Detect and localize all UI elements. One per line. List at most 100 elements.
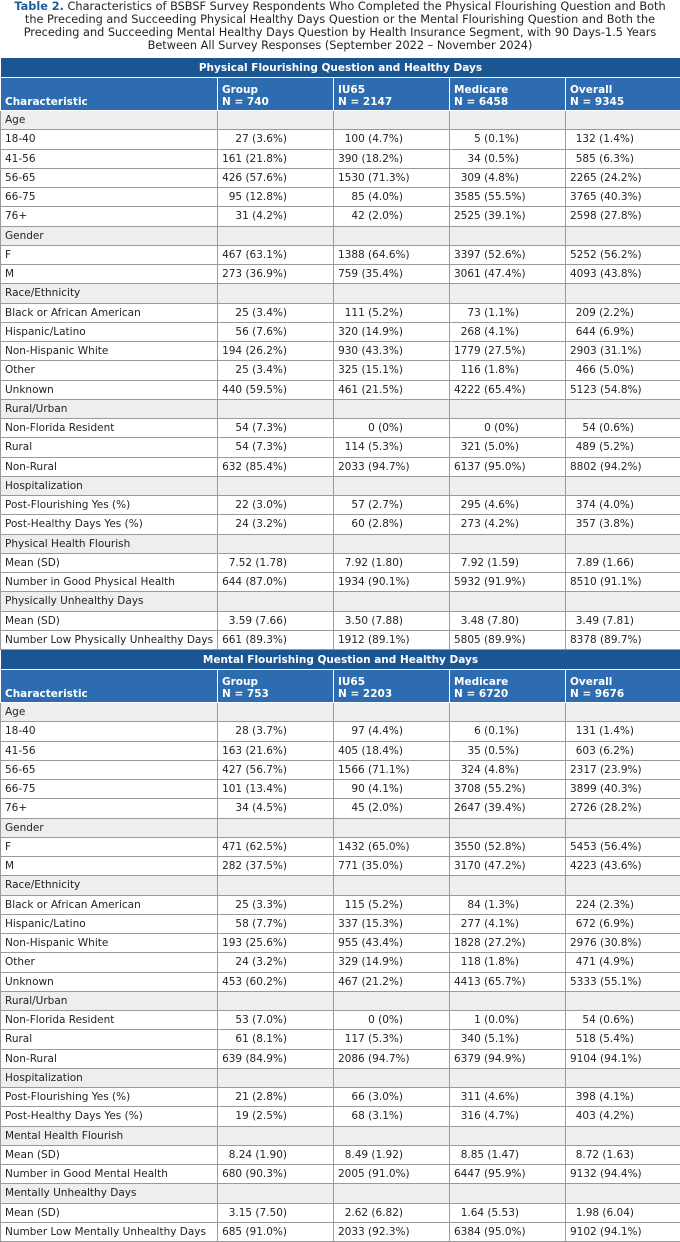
value-cell: 273 (4.2%): [449, 514, 566, 535]
data-row: 41-56 163 (21.6%) 405 (18.4%) 35 (0.5%) 603 …: [0, 740, 680, 761]
value-cell: 7.92 (1.59): [449, 552, 566, 574]
value-cell: 58 (7.7%): [217, 913, 334, 935]
row-label: Black or African American: [0, 894, 218, 915]
row-label: 41-56: [0, 740, 218, 761]
value-cell: 467 (21.2%): [333, 971, 450, 992]
row-label: F: [0, 836, 218, 858]
row-label: Non-Florida Resident: [0, 417, 218, 439]
value-cell: 7.92 (1.80): [333, 552, 450, 574]
group-label: Mental Health Flourish: [0, 1125, 218, 1146]
data-row: M 273 (36.9%) 759 (35.4%) 3061 (47.4%) 4093 …: [0, 263, 680, 285]
value-cell: 1530 (71.3%): [333, 167, 450, 189]
empty-cell: [565, 225, 680, 246]
value-cell: 2525 (39.1%): [449, 206, 566, 227]
value-cell: 194 (26.2%): [217, 340, 334, 362]
row-label: Other: [0, 360, 218, 381]
value-cell: 489 (5.2%): [565, 437, 680, 458]
empty-cell: [449, 875, 566, 896]
group-label: Age: [0, 109, 218, 131]
empty-cell: [333, 475, 450, 497]
value-cell: 115 (5.2%): [333, 894, 450, 915]
column-name: Group: [222, 676, 259, 688]
value-cell: 131 (1.4%): [565, 721, 680, 742]
value-cell: 3708 (55.2%): [449, 778, 566, 800]
empty-cell: [333, 1183, 450, 1204]
value-cell: 34 (0.5%): [449, 148, 566, 169]
data-row: M 282 (37.5%) 771 (35.0%) 3170 (47.2%) 4223 …: [0, 855, 680, 877]
empty-cell: [565, 591, 680, 612]
row-label: Non-Florida Resident: [0, 1009, 218, 1031]
header-cell: Group N = 740: [217, 77, 334, 111]
row-label: Black or African American: [0, 302, 218, 323]
column-n: N = 740: [222, 96, 269, 108]
header-row: Characteristic Group N = 753 IU65 N = 2203 Me…: [0, 669, 680, 703]
empty-cell: [565, 1067, 680, 1089]
empty-cell: [333, 225, 450, 246]
column-name: Overall: [570, 676, 613, 688]
value-cell: 603 (6.2%): [565, 740, 680, 761]
group-row: Age: [0, 109, 680, 131]
empty-cell: [449, 1067, 566, 1089]
group-label: Race/Ethnicity: [0, 875, 218, 896]
empty-cell: [333, 1067, 450, 1089]
row-label: Non-Rural: [0, 1048, 218, 1069]
value-cell: 1828 (27.2%): [449, 932, 566, 954]
value-cell: 118 (1.8%): [449, 952, 566, 973]
row-label: Other: [0, 952, 218, 973]
group-label: Rural/Urban: [0, 398, 218, 420]
data-row: Other 24 (3.2%) 329 (14.9%) 118 (1.8%) 471 (…: [0, 952, 680, 973]
group-label: Hospitalization: [0, 1067, 218, 1089]
value-cell: 27 (3.6%): [217, 129, 334, 150]
data-row: Hispanic/Latino 56 (7.6%) 320 (14.9%) 268 (…: [0, 321, 680, 343]
value-cell: 54 (7.3%): [217, 437, 334, 458]
value-cell: 453 (60.2%): [217, 971, 334, 992]
data-row: Non-Rural 639 (84.9%) 2086 (94.7%) 6379 (94…: [0, 1048, 680, 1069]
value-cell: 5333 (55.1%): [565, 971, 680, 992]
value-cell: 3550 (52.8%): [449, 836, 566, 858]
data-row: Rural 61 (8.1%) 117 (5.3%) 340 (5.1%) 518 (5…: [0, 1029, 680, 1050]
empty-cell: [217, 701, 334, 723]
empty-cell: [217, 225, 334, 246]
data-row: 76+ 31 (4.2%) 42 (2.0%) 2525 (39.1%) 2598 (2…: [0, 206, 680, 227]
empty-cell: [449, 1125, 566, 1146]
value-cell: 7.89 (1.66): [565, 552, 680, 574]
value-cell: 19 (2.5%): [217, 1106, 334, 1127]
data-row: 56-65 426 (57.6%) 1530 (71.3%) 309 (4.8%) 22…: [0, 167, 680, 189]
data-row: Post-Healthy Days Yes (%) 19 (2.5%) 68 (3.…: [0, 1106, 680, 1127]
data-row: Number Low Mentally Unhealthy Days 685 (9…: [0, 1221, 680, 1242]
value-cell: 405 (18.4%): [333, 740, 450, 761]
value-cell: 427 (56.7%): [217, 759, 334, 781]
value-cell: 3397 (52.6%): [449, 244, 566, 266]
value-cell: 4222 (65.4%): [449, 379, 566, 400]
value-cell: 1.98 (6.04): [565, 1202, 680, 1223]
value-cell: 324 (4.8%): [449, 759, 566, 781]
value-cell: 3.59 (7.66): [217, 610, 334, 631]
row-label: 56-65: [0, 759, 218, 781]
row-label: Unknown: [0, 379, 218, 400]
column-name: IU65: [338, 84, 366, 96]
value-cell: 5 (0.1%): [449, 129, 566, 150]
value-cell: 163 (21.6%): [217, 740, 334, 761]
row-label: Number in Good Physical Health: [0, 571, 218, 593]
empty-cell: [449, 1183, 566, 1204]
header-cell: Medicare N = 6720: [449, 669, 566, 703]
header-row: Characteristic Group N = 740 IU65 N = 2147 Me…: [0, 77, 680, 111]
empty-cell: [333, 1125, 450, 1146]
column-name: IU65: [338, 676, 366, 688]
value-cell: 101 (13.4%): [217, 778, 334, 800]
data-row: Non-Hispanic White 194 (26.2%) 930 (43.3%)…: [0, 340, 680, 362]
group-row: Physically Unhealthy Days: [0, 591, 680, 612]
data-row: 76+ 34 (4.5%) 45 (2.0%) 2647 (39.4%) 2726 (2…: [0, 798, 680, 819]
empty-cell: [217, 533, 334, 554]
empty-cell: [565, 398, 680, 420]
data-row: Mean (SD) 7.52 (1.78) 7.92 (1.80) 7.92 (1.5…: [0, 552, 680, 574]
value-cell: 8.24 (1.90): [217, 1144, 334, 1166]
value-cell: 518 (5.4%): [565, 1029, 680, 1050]
row-label: Post-Flourishing Yes (%): [0, 494, 218, 516]
header-cell: Group N = 753: [217, 669, 334, 703]
row-label: 66-75: [0, 186, 218, 208]
row-label: Non-Rural: [0, 456, 218, 477]
value-cell: 403 (4.2%): [565, 1106, 680, 1127]
value-cell: 7.52 (1.78): [217, 552, 334, 574]
